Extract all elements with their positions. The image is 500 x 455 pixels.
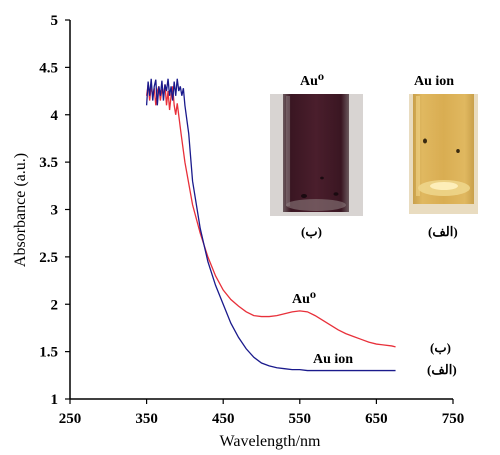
series-line-blue [145, 78, 396, 372]
y-tick-label: 4.5 [39, 60, 58, 76]
y-tick-label: 3.5 [39, 155, 58, 171]
y-tick-label: 4 [51, 108, 59, 124]
x-axis-title: Wavelength/nm [220, 433, 321, 450]
series-layer [145, 78, 396, 372]
x-tick-label: 550 [289, 411, 312, 427]
series-annotation-au-ion: Au ion [313, 352, 353, 367]
y-tick-label: 2.5 [39, 250, 58, 266]
x-tick-label: 250 [59, 411, 82, 427]
y-axis-title: Absorbance (a.u.) [12, 153, 29, 267]
y-ticks: 1 1.5 2 2.5 3 3.5 4 4.5 5 [39, 13, 70, 408]
inset-title-au-ion: Au ion [414, 74, 454, 89]
inset-au-ion: Au ion (الف) [409, 74, 478, 239]
y-tick-label: 3 [51, 203, 59, 219]
y-tick-label: 1 [51, 392, 59, 408]
series-annotation-au0: Au⁰ [292, 292, 316, 307]
inset-caption-au-ion: (الف) [428, 224, 458, 239]
x-ticks: 250 350 450 550 650 750 [59, 399, 465, 427]
inset-title-au0: Au⁰ [300, 74, 324, 89]
x-tick-label: 450 [212, 411, 235, 427]
inset-caption-au0: (ب) [301, 224, 322, 239]
x-tick-label: 350 [135, 411, 158, 427]
y-tick-label: 1.5 [39, 345, 58, 361]
series-marker-alef: (الف) [427, 362, 457, 377]
x-tick-label: 750 [442, 411, 465, 427]
vial-au0-icon [283, 94, 349, 212]
series-marker-b: (ب) [430, 340, 451, 355]
inset-au0: Au⁰ (ب) [270, 74, 363, 239]
y-tick-label: 2 [51, 297, 59, 313]
x-tick-label: 650 [365, 411, 388, 427]
y-tick-label: 5 [51, 13, 59, 29]
